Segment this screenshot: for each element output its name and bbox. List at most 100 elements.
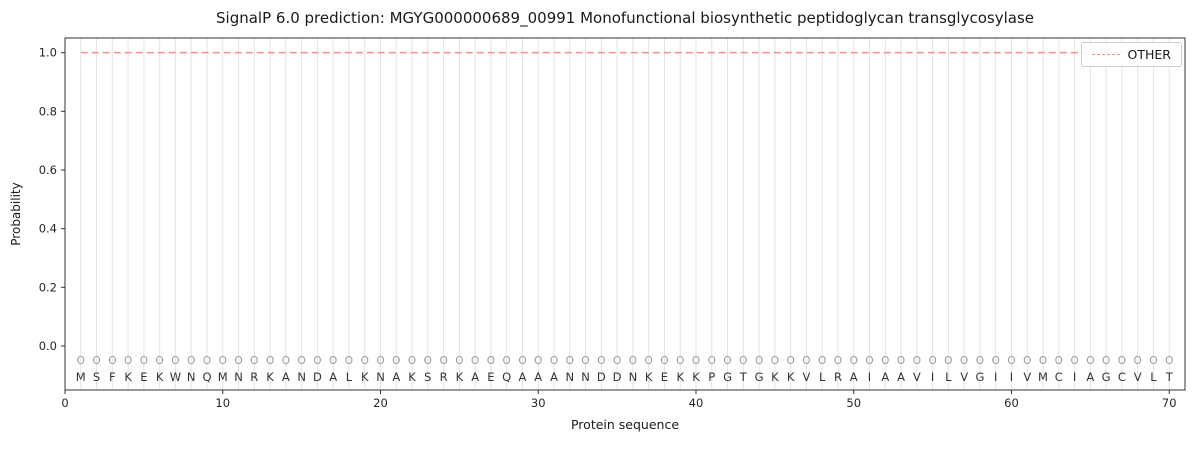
y-tick-label: 0.4 xyxy=(39,222,57,236)
axes-border xyxy=(64,37,1186,391)
position-marker: O xyxy=(976,355,984,367)
y-tick-label: 0.8 xyxy=(39,104,57,118)
position-marker: O xyxy=(471,355,479,367)
sequence-letter: K xyxy=(124,370,132,384)
position-marker: O xyxy=(566,355,574,367)
position-marker: O xyxy=(361,355,369,367)
sequence-letter: T xyxy=(739,370,748,384)
sequence-letter: I xyxy=(1073,370,1076,384)
sequence-letter: A xyxy=(282,370,290,384)
y-tick-label: 1.0 xyxy=(39,46,57,60)
sequence-letter: E xyxy=(661,370,668,384)
sequence-letter: F xyxy=(109,370,116,384)
position-marker: O xyxy=(455,355,463,367)
sequence-letter: K xyxy=(361,370,369,384)
position-marker: O xyxy=(487,355,495,367)
sequence-letter: I xyxy=(931,370,934,384)
sequence-letter: E xyxy=(140,370,147,384)
sequence-letter: A xyxy=(392,370,400,384)
sequence-letter: L xyxy=(945,370,952,384)
sequence-letter: A xyxy=(519,370,527,384)
position-marker: O xyxy=(171,355,179,367)
position-marker: O xyxy=(408,355,416,367)
position-marker: O xyxy=(550,355,558,367)
position-marker: O xyxy=(1102,355,1110,367)
sequence-letter: P xyxy=(708,370,715,384)
position-marker: O xyxy=(1039,355,1047,367)
position-marker: O xyxy=(92,355,100,367)
sequence-letter: D xyxy=(613,370,622,384)
position-marker: O xyxy=(108,355,116,367)
sequence-letter: N xyxy=(297,370,306,384)
position-marker: O xyxy=(818,355,826,367)
position-marker: O xyxy=(439,355,447,367)
position-marker: O xyxy=(266,355,274,367)
sequence-letter: K xyxy=(676,370,684,384)
sequence-letter: N xyxy=(565,370,574,384)
position-marker: O xyxy=(676,355,684,367)
sequence-letter: M xyxy=(1038,370,1048,384)
sequence-letter: K xyxy=(408,370,416,384)
sequence-letter: T xyxy=(1165,370,1174,384)
sequence-letter: Q xyxy=(502,370,511,384)
position-marker: O xyxy=(250,355,258,367)
legend-dashed-line-sample xyxy=(1091,54,1120,55)
position-marker: O xyxy=(534,355,542,367)
position-marker: O xyxy=(581,355,589,367)
position-marker: O xyxy=(787,355,795,367)
position-marker: O xyxy=(1023,355,1031,367)
position-marker: O xyxy=(424,355,432,367)
x-axis-label: Protein sequence xyxy=(570,417,680,432)
position-marker: O xyxy=(313,355,321,367)
sequence-letter: C xyxy=(1055,370,1063,384)
position-marker: O xyxy=(928,355,936,367)
legend: OTHER xyxy=(1080,42,1182,67)
position-marker: O xyxy=(1007,355,1015,367)
position-marker: O xyxy=(1134,355,1142,367)
position-marker: O xyxy=(282,355,290,367)
position-marker: O xyxy=(708,355,716,367)
sequence-letter: V xyxy=(1023,370,1031,384)
position-marker: O xyxy=(850,355,858,367)
sequence-letter: V xyxy=(1134,370,1142,384)
sequence-letter: G xyxy=(975,370,984,384)
sequence-letter: N xyxy=(581,370,590,384)
sequence-letter: M xyxy=(76,370,86,384)
sequence-letter: K xyxy=(156,370,164,384)
position-marker: O xyxy=(913,355,921,367)
position-marker: O xyxy=(834,355,842,367)
position-marker: O xyxy=(739,355,747,367)
sequence-letter: K xyxy=(645,370,653,384)
position-marker: O xyxy=(234,355,242,367)
sequence-letter: V xyxy=(802,370,810,384)
x-tick-label: 40 xyxy=(689,396,704,410)
x-tick-label: 70 xyxy=(1162,396,1177,410)
position-marker: O xyxy=(1055,355,1063,367)
sequence-letter: N xyxy=(376,370,385,384)
position-marker: O xyxy=(944,355,952,367)
position-marker: O xyxy=(881,355,889,367)
position-marker: O xyxy=(897,355,905,367)
sequence-letter: S xyxy=(93,370,100,384)
sequence-letter: V xyxy=(913,370,921,384)
sequence-letter: A xyxy=(471,370,479,384)
sequence-letter: L xyxy=(1150,370,1157,384)
sequence-letter: G xyxy=(1102,370,1111,384)
position-marker: O xyxy=(1118,355,1126,367)
position-marker: O xyxy=(992,355,1000,367)
position-marker: O xyxy=(865,355,873,367)
position-marker: O xyxy=(645,355,653,367)
sequence-letter: G xyxy=(755,370,764,384)
sequence-letter: A xyxy=(850,370,858,384)
position-marker: O xyxy=(692,355,700,367)
sequence-letter: Q xyxy=(202,370,211,384)
position-marker: O xyxy=(597,355,605,367)
sequence-letter: E xyxy=(487,370,494,384)
chart-title: SignalP 6.0 prediction: MGYG000000689_00… xyxy=(216,9,1034,27)
position-marker: O xyxy=(297,355,305,367)
sequence-letter: A xyxy=(550,370,558,384)
position-marker: O xyxy=(503,355,511,367)
sequence-letter: I xyxy=(994,370,997,384)
sequence-letter: D xyxy=(597,370,606,384)
position-marker: O xyxy=(187,355,195,367)
